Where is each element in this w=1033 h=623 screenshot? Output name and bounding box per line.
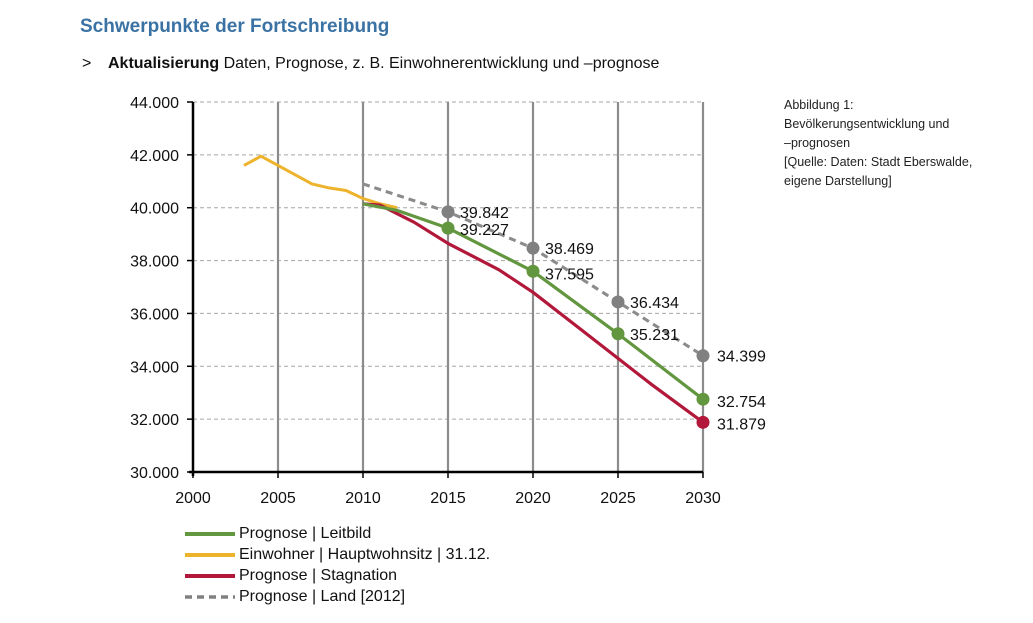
axes-layer: 30.000 32.000 34.000 36.000 38.000 40.000 42.0… <box>130 95 721 507</box>
y-tick-label: 32.000 <box>130 412 179 429</box>
data-label-land: 36.434 <box>630 295 679 312</box>
bullet-bold-text: Aktualisierung <box>108 55 220 72</box>
y-tick-label: 36.000 <box>130 306 179 323</box>
legend-item-land: Prognose | Land [2012] <box>183 586 490 607</box>
data-label-leitbild: 35.231 <box>630 327 679 344</box>
series-line-leitbild <box>362 202 704 401</box>
data-point-land <box>611 295 625 309</box>
data-label-land: 39.842 <box>460 205 509 222</box>
legend-label: Prognose | Leitbild <box>239 524 372 542</box>
series-line-einwohner <box>243 154 398 210</box>
x-tick-label: 2025 <box>600 490 636 507</box>
data-point-leitbild <box>611 327 625 341</box>
marker-layer <box>441 205 710 429</box>
slide-title: Schwerpunkte der Fortschreibung <box>80 16 390 37</box>
y-tick-label: 44.000 <box>130 95 179 112</box>
legend-label: Prognose | Stagnation <box>239 566 398 584</box>
series-layer <box>243 154 704 424</box>
x-tick-label: 2005 <box>260 490 296 507</box>
x-tick-label: 2015 <box>430 490 466 507</box>
data-label-leitbild: 39.227 <box>460 222 509 239</box>
y-tick-label: 34.000 <box>130 359 179 376</box>
legend-swatch-land <box>185 594 235 599</box>
y-tick-label: 40.000 <box>130 201 179 218</box>
series-line-stagnation <box>362 202 704 424</box>
legend-item-leitbild: Prognose | Leitbild <box>183 523 490 544</box>
x-tick-label: 2030 <box>685 490 721 507</box>
legend-swatch-stagnation <box>185 573 235 578</box>
data-point-leitbild <box>441 221 455 235</box>
data-point-stagnation <box>696 415 710 429</box>
data-label-stagnation: 31.879 <box>717 416 766 433</box>
y-tick-label: 42.000 <box>130 148 179 165</box>
y-tick-label: 38.000 <box>130 254 179 271</box>
legend-label: Einwohner | Hauptwohnsitz | 31.12. <box>239 545 491 563</box>
bullet-marker: > <box>82 55 92 72</box>
bullet-text: Daten, Prognose, z. B. Einwohnerentwickl… <box>219 55 660 72</box>
grid-layer <box>193 101 705 472</box>
data-point-leitbild <box>696 392 710 406</box>
legend-swatch-leitbild <box>185 531 235 536</box>
data-label-leitbild: 37.595 <box>545 266 594 283</box>
caption-line: –prognosen <box>784 136 851 150</box>
caption-line: eigene Darstellung] <box>784 174 892 188</box>
chart-legend: Prognose | Leitbild Einwohner | Hauptwoh… <box>183 523 490 607</box>
x-tick-label: 2010 <box>345 490 381 507</box>
label-layer: 39.842 38.469 36.434 34.399 31.879 39.227 37.5… <box>460 205 766 433</box>
x-tick-label: 2020 <box>515 490 551 507</box>
caption-line: Bevölkerungsentwicklung und <box>784 117 950 131</box>
data-point-land <box>526 241 540 255</box>
data-point-leitbild <box>526 264 540 278</box>
legend-label: Prognose | Land [2012] <box>239 587 406 605</box>
data-label-leitbild: 32.754 <box>717 394 766 411</box>
bullet-line: > Aktualisierung Daten, Prognose, z. B. E… <box>82 55 659 73</box>
data-point-land <box>696 349 710 363</box>
data-label-land: 38.469 <box>545 241 594 258</box>
legend-item-einwohner: Einwohner | Hauptwohnsitz | 31.12. <box>183 544 490 565</box>
legend-swatch-einwohner <box>185 552 235 557</box>
legend-item-stagnation: Prognose | Stagnation <box>183 565 490 586</box>
y-tick-label: 30.000 <box>130 465 179 482</box>
x-tick-label: 2000 <box>175 490 211 507</box>
data-point-land <box>441 205 455 219</box>
caption-line: [Quelle: Daten: Stadt Eberswalde, <box>784 155 973 169</box>
caption-line: Abbildung 1: <box>784 98 854 112</box>
data-label-land: 34.399 <box>717 349 766 366</box>
figure-caption: Abbildung 1: Bevölkerungsentwicklung und… <box>784 96 1019 191</box>
